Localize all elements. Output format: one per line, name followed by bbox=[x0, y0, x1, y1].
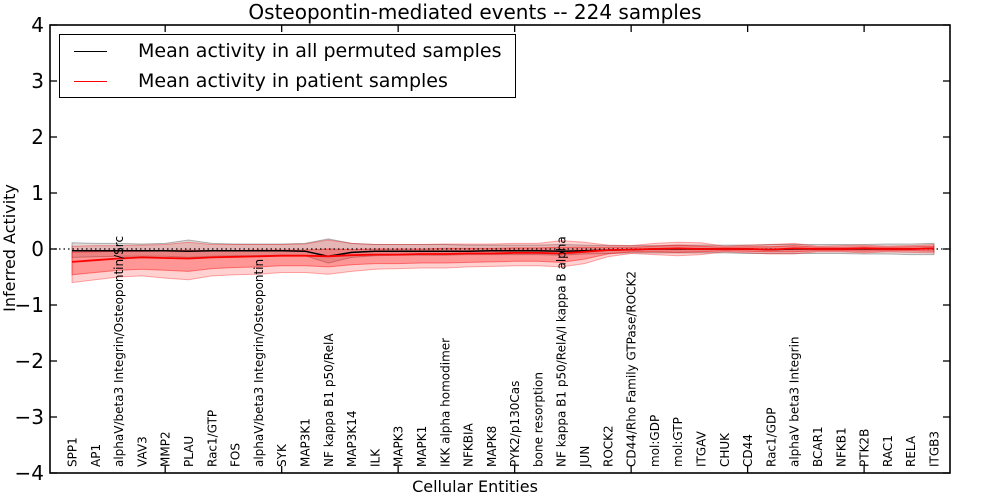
x-category-label: alphaV/beta3 Integrin/Osteopontin bbox=[252, 259, 266, 467]
legend-line-permuted bbox=[74, 50, 107, 52]
y-axis-title: Inferred Activity bbox=[0, 184, 19, 312]
x-category-label: ITGAV bbox=[695, 430, 709, 467]
x-category-label: ITGB3 bbox=[928, 431, 942, 467]
legend-item: Mean activity in patient samples bbox=[60, 67, 515, 95]
x-category-label: AP1 bbox=[89, 444, 103, 467]
x-category-label: NF kappa B1 p50/RelA bbox=[322, 333, 336, 467]
x-category-label: Rac1/GTP bbox=[205, 410, 219, 467]
x-category-label: Rac1/GDP bbox=[764, 408, 778, 467]
x-category-label: mol:GDP bbox=[648, 415, 662, 467]
patient-inner-range-band bbox=[71, 244, 935, 276]
x-category-label: RAC1 bbox=[881, 435, 895, 467]
x-category-label: ROCK2 bbox=[601, 425, 615, 467]
chart-title: Osteopontin-mediated events -- 224 sampl… bbox=[248, 0, 702, 24]
x-category-label: RELA bbox=[904, 435, 918, 467]
x-category-label: ILK bbox=[368, 448, 382, 467]
legend-label: Mean activity in all permuted samples bbox=[138, 40, 502, 62]
legend-item: Mean activity in all permuted samples bbox=[60, 37, 515, 65]
x-category-label: MAPK1 bbox=[415, 426, 429, 467]
x-category-label: MAPK3 bbox=[392, 426, 406, 467]
x-category-label: SPP1 bbox=[66, 437, 80, 467]
legend-line-patient bbox=[74, 80, 107, 82]
y-tick-label: −1 bbox=[15, 293, 44, 317]
y-tick-label: 3 bbox=[31, 69, 44, 93]
x-category-label: PTK2B bbox=[858, 429, 872, 467]
patient-mean-line bbox=[71, 247, 935, 263]
x-category-label: VAV3 bbox=[135, 436, 149, 467]
x-category-label: MAPK8 bbox=[485, 426, 499, 467]
x-category-label: BCAR1 bbox=[811, 426, 825, 467]
x-category-label: MAP3K14 bbox=[345, 410, 359, 467]
legend: Mean activity in all permuted samples Mea… bbox=[59, 34, 516, 98]
x-category-label: alphaV/beta3 Integrin/Osteopontin/Src bbox=[112, 236, 126, 467]
legend-label: Mean activity in patient samples bbox=[138, 70, 448, 92]
x-category-label: SYK bbox=[275, 443, 289, 467]
x-category-label: MMP2 bbox=[159, 431, 173, 467]
x-category-label: FOS bbox=[229, 443, 243, 467]
x-category-label: NFKB1 bbox=[834, 427, 848, 467]
y-tick-label: −3 bbox=[15, 405, 44, 429]
x-axis-title: Cellular Entities bbox=[412, 477, 538, 496]
x-category-label: JUN bbox=[578, 446, 592, 468]
y-tick-label: −4 bbox=[15, 461, 44, 485]
y-tick-label: −2 bbox=[15, 349, 44, 373]
x-category-label: NFKBIA bbox=[462, 422, 476, 467]
x-category-label: CD44/Rho Family GTPase/ROCK2 bbox=[625, 271, 639, 467]
y-tick-label: 4 bbox=[31, 13, 44, 37]
x-category-label: IKK alpha homodimer bbox=[438, 338, 452, 467]
x-category-label: alphaV beta3 Integrin bbox=[788, 336, 802, 467]
y-tick-label: 2 bbox=[31, 125, 44, 149]
x-category-label: CD44 bbox=[741, 434, 755, 467]
x-category-label: PYK2/p130Cas bbox=[508, 381, 522, 467]
y-tick-label: 0 bbox=[31, 237, 44, 261]
x-category-label: MAP3K1 bbox=[299, 418, 313, 467]
x-category-label: mol:GTP bbox=[671, 417, 685, 467]
x-category-label: PLAU bbox=[182, 436, 196, 467]
x-category-label: bone resorption bbox=[531, 372, 545, 467]
x-category-label: CHUK bbox=[718, 432, 732, 467]
x-category-label: NF kappa B1 p50/RelA/I kappa B alpha bbox=[555, 236, 569, 467]
y-tick-label: 1 bbox=[31, 181, 44, 205]
